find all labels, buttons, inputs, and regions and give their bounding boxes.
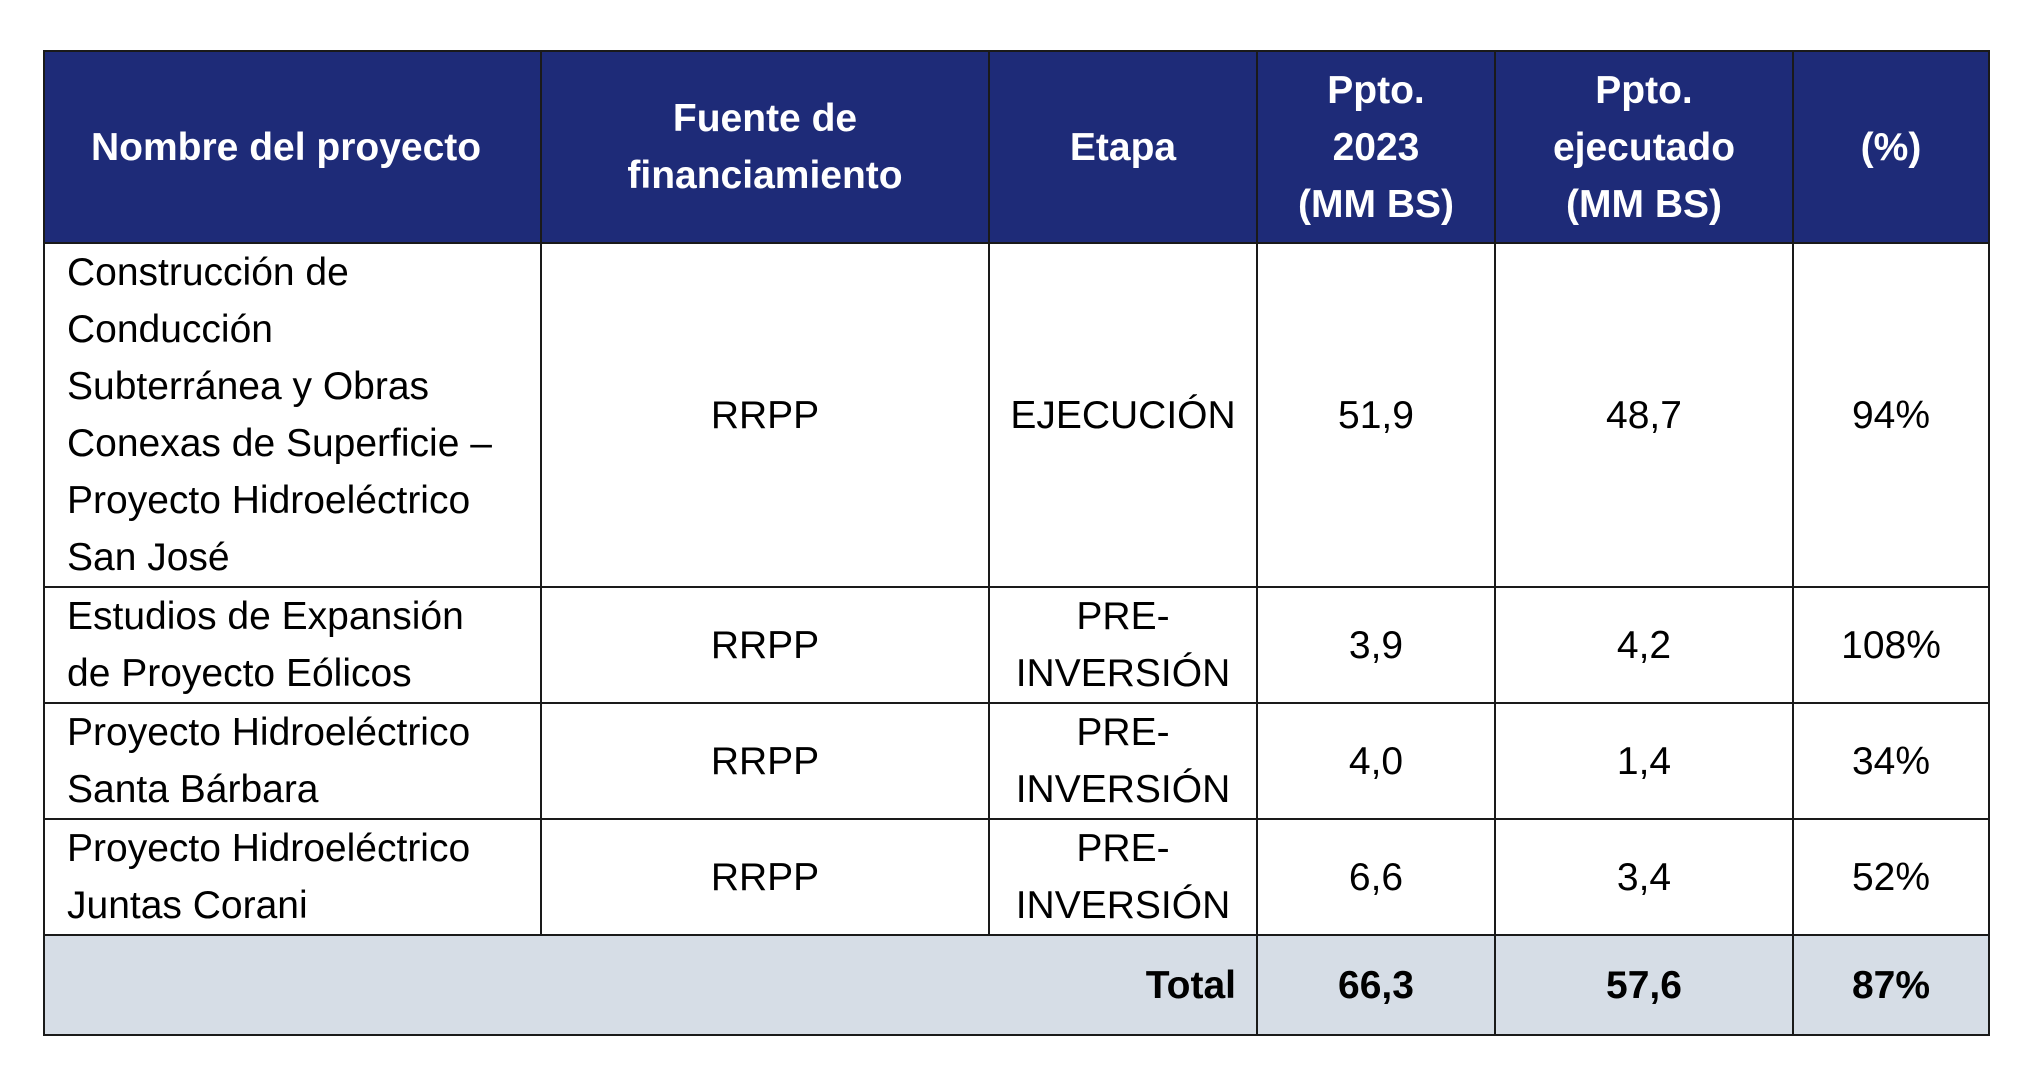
header-project-name: Nombre del proyecto [43, 50, 542, 244]
budget-executed-cell: 48,7 [1494, 242, 1794, 588]
total-budget-executed: 57,6 [1494, 934, 1794, 1036]
funding-source-cell: RRPP [540, 586, 990, 704]
percentage-cell: 52% [1792, 818, 1990, 936]
total-label: Total [43, 934, 1258, 1036]
funding-source-cell: RRPP [540, 818, 990, 936]
header-percentage: (%) [1792, 50, 1990, 244]
total-budget-2023: 66,3 [1256, 934, 1496, 1036]
budget-executed-cell: 1,4 [1494, 702, 1794, 820]
stage-cell: PRE- INVERSIÓN [988, 702, 1258, 820]
header-row: Nombre del proyecto Fuente de financiami… [43, 50, 1990, 244]
header-stage: Etapa [988, 50, 1258, 244]
header-budget-executed: Ppto. ejecutado (MM BS) [1494, 50, 1794, 244]
stage-cell: EJECUCIÓN [988, 242, 1258, 588]
budget-2023-cell: 6,6 [1256, 818, 1496, 936]
percentage-cell: 94% [1792, 242, 1990, 588]
project-budget-table-container: Nombre del proyecto Fuente de financiami… [43, 50, 1990, 1036]
budget-2023-cell: 51,9 [1256, 242, 1496, 588]
table-row: Proyecto Hidroeléctrico Juntas Corani RR… [43, 818, 1990, 936]
project-name-cell: Estudios de Expansión de Proyecto Eólico… [43, 586, 542, 704]
percentage-cell: 34% [1792, 702, 1990, 820]
project-name-cell: Construcción de Conducción Subterránea y… [43, 242, 542, 588]
percentage-cell: 108% [1792, 586, 1990, 704]
table-row: Construcción de Conducción Subterránea y… [43, 242, 1990, 588]
budget-executed-cell: 3,4 [1494, 818, 1794, 936]
stage-cell: PRE- INVERSIÓN [988, 818, 1258, 936]
table-row: Estudios de Expansión de Proyecto Eólico… [43, 586, 1990, 704]
budget-2023-cell: 3,9 [1256, 586, 1496, 704]
project-name-cell: Proyecto Hidroeléctrico Juntas Corani [43, 818, 542, 936]
header-funding-source: Fuente de financiamiento [540, 50, 990, 244]
project-budget-table: Nombre del proyecto Fuente de financiami… [43, 50, 1990, 1036]
stage-cell: PRE- INVERSIÓN [988, 586, 1258, 704]
total-row: Total 66,3 57,6 87% [43, 934, 1990, 1036]
funding-source-cell: RRPP [540, 242, 990, 588]
header-budget-2023: Ppto. 2023 (MM BS) [1256, 50, 1496, 244]
total-percentage: 87% [1792, 934, 1990, 1036]
funding-source-cell: RRPP [540, 702, 990, 820]
project-name-cell: Proyecto Hidroeléctrico Santa Bárbara [43, 702, 542, 820]
budget-executed-cell: 4,2 [1494, 586, 1794, 704]
budget-2023-cell: 4,0 [1256, 702, 1496, 820]
table-row: Proyecto Hidroeléctrico Santa Bárbara RR… [43, 702, 1990, 820]
